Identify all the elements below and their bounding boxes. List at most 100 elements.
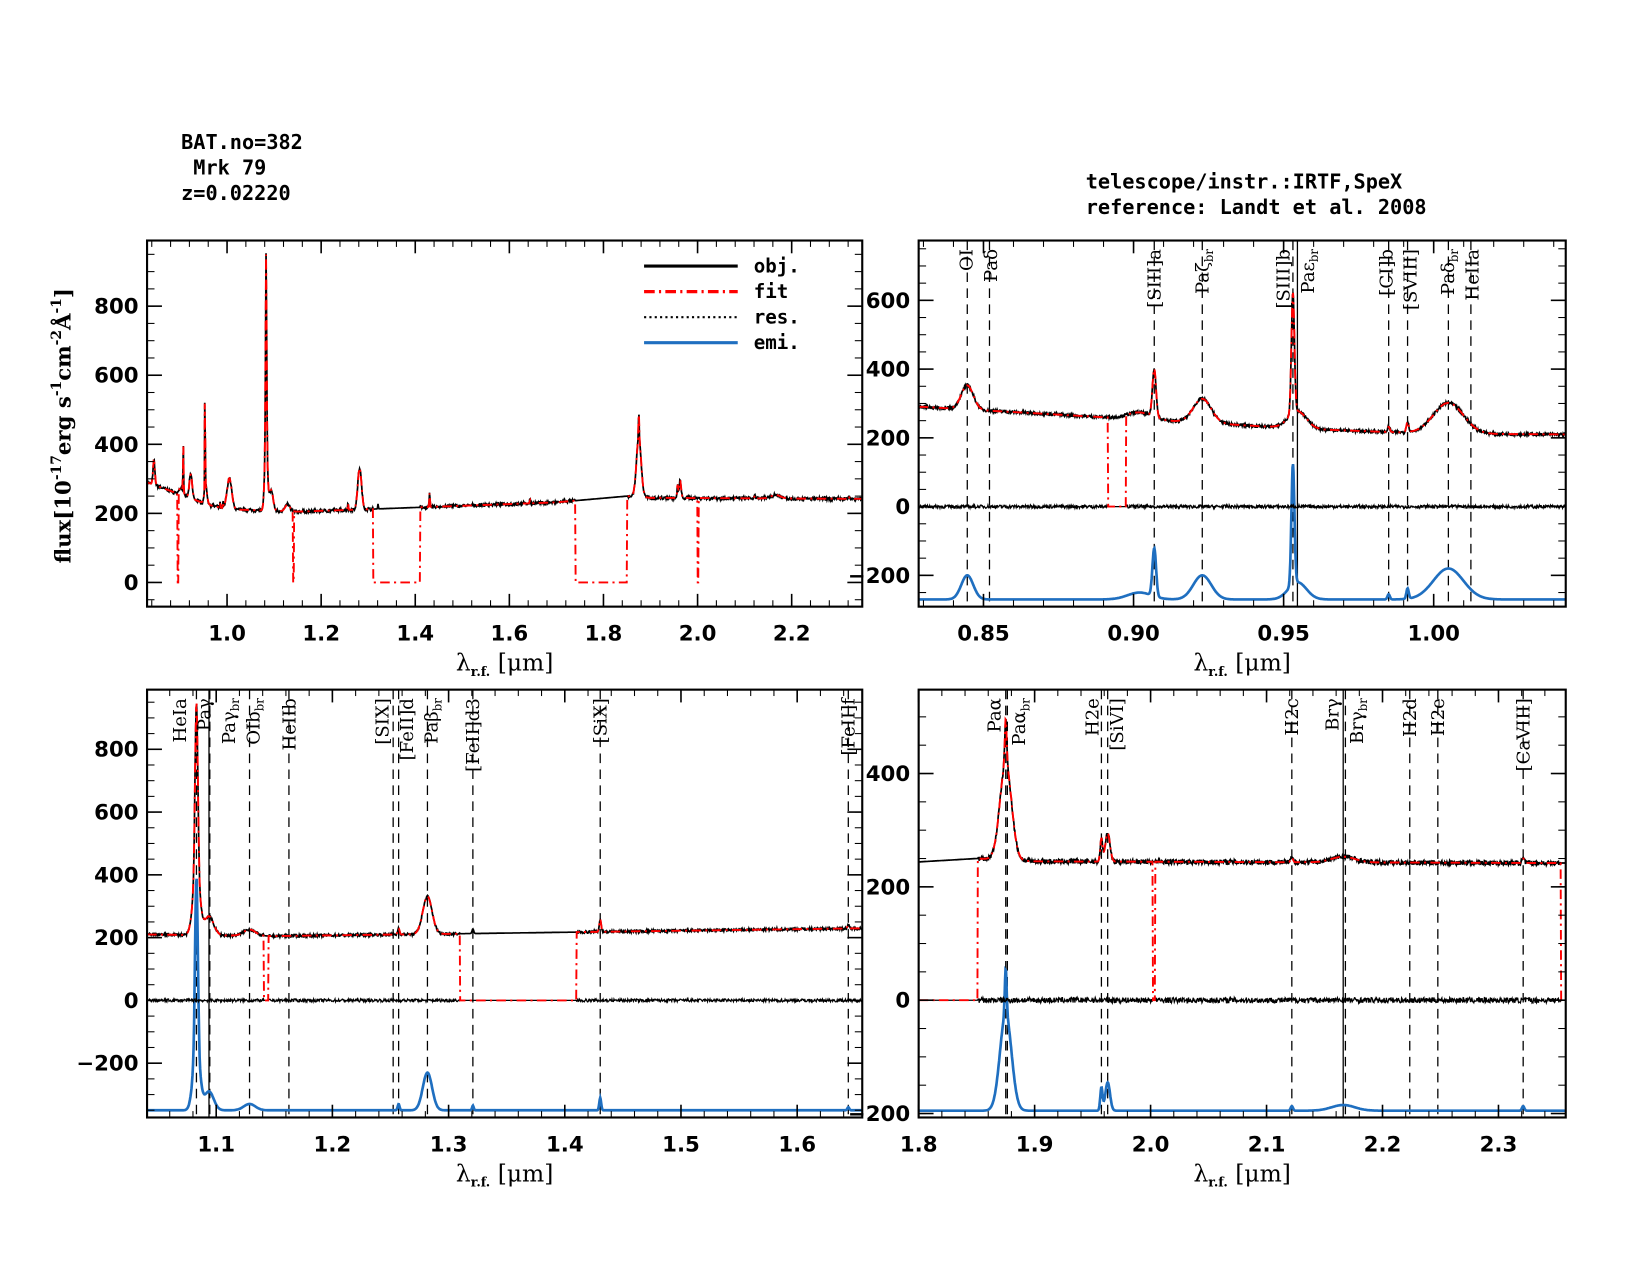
line-label-sub: br: [1447, 249, 1461, 262]
line-label: H2d: [1400, 698, 1421, 737]
x-axis-label-part: r.f.: [1208, 1176, 1227, 1191]
x-tick-label: 1.9: [1016, 1133, 1054, 1158]
x-tick-label: 2.3: [1480, 1133, 1518, 1158]
line-label-text: Paγ: [219, 711, 240, 744]
line-label-text: Paγ: [194, 698, 215, 731]
y-tick-label: 0: [124, 571, 139, 596]
emi-series: [918, 965, 1566, 1113]
line-label-text: OI: [957, 249, 978, 271]
line-label-text: [SVIII]: [1401, 249, 1422, 310]
legend-emi-label: emi.: [754, 331, 800, 354]
line-label-text: Paε: [1298, 262, 1319, 294]
line-label-text: [FeII]f: [839, 697, 860, 756]
line-label: H2e: [1083, 698, 1104, 736]
legend-res-label: res.: [754, 306, 800, 329]
line-label: [FeII]d: [397, 698, 418, 761]
line-label-text: [SIII]b: [1273, 249, 1294, 309]
line-label-text: Brγ: [1322, 698, 1343, 731]
y-tick-label: 400: [866, 762, 910, 787]
line-label: Paζbr: [1193, 249, 1216, 294]
y-tick-label: 600: [94, 801, 138, 826]
header-redshift: z=0.02220: [181, 181, 291, 205]
y-tick-label: 200: [94, 926, 138, 951]
x-tick-label: 1.5: [662, 1133, 700, 1158]
line-label-text: Paζ: [1193, 262, 1214, 294]
line-label-text: OIb: [243, 711, 264, 745]
line-label-text: H2e: [1428, 698, 1449, 736]
x-axis-label: λr.f. [μm]: [1193, 648, 1290, 679]
obj-series: [147, 704, 863, 940]
header-bat-number: BAT.no=382: [181, 130, 303, 154]
y-tick-label: 0: [895, 989, 910, 1014]
x-tick-label: 1.2: [314, 1133, 352, 1158]
x-tick-label: 1.3: [430, 1133, 468, 1158]
y-tick-label: 400: [94, 433, 138, 458]
plot-area: [918, 689, 1566, 1118]
line-label-text: Paδ: [1438, 262, 1459, 295]
fit-series: [918, 292, 1566, 508]
line-label-text: [CI]b: [1376, 249, 1397, 296]
fit-series: [918, 716, 1566, 1002]
x-tick-label: 1.4: [396, 622, 434, 647]
line-label: OI: [957, 249, 978, 271]
obj-series: [918, 292, 1566, 439]
y-tick-label: 600: [94, 364, 138, 389]
x-axis-label-part: λ: [456, 648, 471, 676]
x-axis-label-part: [μm]: [490, 648, 553, 676]
line-label-text: [SIII]a: [1145, 249, 1166, 308]
x-axis-label-part: λ: [456, 1159, 471, 1187]
x-axis-label-part: [μm]: [1228, 1159, 1291, 1187]
x-axis-label-part: [μm]: [1228, 648, 1291, 676]
line-label: [SIX]: [372, 698, 393, 745]
line-label: [SiVI]: [1107, 698, 1128, 750]
y-tick-label: 800: [94, 738, 138, 763]
x-axis-label-part: [μm]: [490, 1159, 553, 1187]
header-object-name: Mrk 79: [181, 156, 266, 180]
legend-fit-label: fit: [754, 280, 789, 303]
line-label-sub: br: [1307, 249, 1321, 262]
x-tick-label: 2.0: [679, 622, 717, 647]
line-label-text: [CaVIII]: [1514, 698, 1535, 771]
y-tick-label: 0: [124, 989, 139, 1014]
line-label: [SIII]b: [1273, 249, 1294, 309]
line-label-sub: br: [1356, 698, 1370, 711]
line-label: Paδ: [981, 249, 1002, 282]
x-tick-label: 1.0: [208, 622, 246, 647]
x-tick-label: 1.2: [302, 622, 340, 647]
line-label: HeIIa: [1462, 249, 1483, 301]
y-tick-label: −200: [848, 1102, 910, 1127]
header-right: telescope/instr.:IRTF,SpeX reference: La…: [1086, 169, 1427, 219]
line-label: Paα: [985, 698, 1006, 732]
line-label: HeIIb: [279, 698, 300, 750]
y-axis-label: flux[10-17erg s-1cm-2Å-1]: [49, 288, 77, 563]
y-tick-label: −200: [848, 564, 910, 589]
fit-series: [147, 703, 863, 1002]
x-tick-label: 1.00: [1407, 622, 1459, 647]
header-telescope: telescope/instr.:IRTF,SpeX: [1086, 169, 1403, 193]
line-label-text: H2d: [1400, 698, 1421, 737]
line-label: Paδbr: [1438, 249, 1461, 295]
x-tick-label: 0.90: [1107, 622, 1159, 647]
x-tick-label: 1.1: [197, 1133, 235, 1158]
line-label-sub: br: [431, 698, 445, 711]
line-label: Paγ: [194, 698, 215, 731]
res-series: [918, 502, 1566, 511]
legend-obj-label: obj.: [754, 254, 800, 277]
plot-area: [918, 240, 1566, 607]
x-tick-label: 1.8: [900, 1133, 938, 1158]
y-tick-label: 0: [895, 495, 910, 520]
y-tick-label: 600: [866, 289, 910, 314]
fit-series: [147, 254, 863, 584]
x-axis-label: λr.f. [μm]: [456, 1159, 553, 1190]
plot-area: [147, 689, 863, 1118]
panel-2: OI Paδ [SIII]a Paζbr [SIII]b Paεbr [CI]b [SVIII…: [848, 239, 1567, 680]
legend: obj. fit res. emi.: [644, 254, 800, 354]
panel-4: Paα Paαbr H2e [SiVI] H2c Brγ Brγbr H2d H2e [CaVII…: [848, 688, 1567, 1191]
line-label-sub: br: [253, 698, 267, 711]
x-tick-label: 1.8: [585, 622, 623, 647]
line-label: Brγbr: [1347, 698, 1370, 744]
x-axis-label-part: λ: [1193, 1159, 1208, 1187]
line-label-text: [FeII]d: [397, 698, 418, 761]
